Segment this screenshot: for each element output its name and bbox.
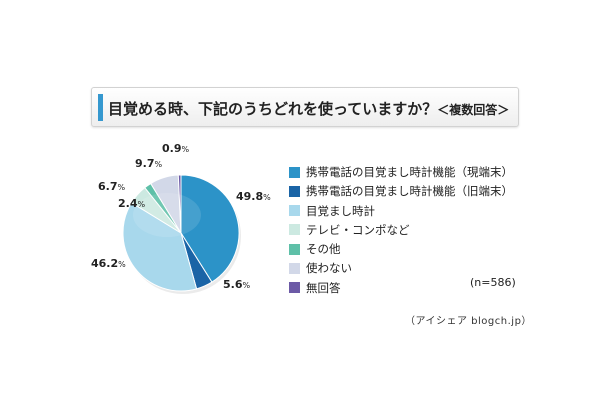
sample-size-note: (n=586)	[470, 276, 516, 289]
slice-label-3: 46.2%	[91, 257, 126, 270]
slice-label-5: 2.4%	[118, 197, 146, 210]
legend-label-7: 無回答	[306, 280, 341, 295]
legend-item-3: 目覚まし時計	[289, 202, 529, 220]
legend-swatch-2	[289, 185, 300, 197]
legend: 携帯電話の目覚まし時計機能（現端末） 携帯電話の目覚まし時計機能（旧端末） 目覚まし…	[289, 163, 529, 298]
legend-swatch-7	[289, 282, 300, 294]
pie-highlight	[133, 193, 201, 237]
legend-item-2: 携帯電話の目覚まし時計機能（旧端末）	[289, 182, 529, 200]
legend-item-7: 無回答	[289, 279, 529, 297]
legend-item-5: その他	[289, 240, 529, 258]
legend-label-1: 携帯電話の目覚まし時計機能（現端末）	[306, 165, 513, 179]
chart-title: 目覚める時、下記のうちどれを使っていますか？＜複数回答＞	[108, 98, 509, 119]
pie-slice-3	[122, 201, 198, 292]
chart-title-sub: ＜複数回答＞	[437, 103, 510, 117]
legend-label-6: 使わない	[306, 261, 352, 276]
chart-title-box: 目覚める時、下記のうちどれを使っていますか？＜複数回答＞	[91, 87, 519, 127]
legend-swatch-3	[289, 205, 300, 217]
legend-item-6: 使わない	[289, 259, 529, 277]
legend-label-5: その他	[306, 242, 341, 257]
legend-swatch-6	[289, 262, 300, 274]
legend-item-1: 携帯電話の目覚まし時計機能（現端末）	[289, 163, 529, 181]
chart-title-main: 目覚める時、下記のうちどれを使っていますか？	[108, 100, 438, 118]
legend-swatch-5	[289, 243, 300, 255]
pie-slice-7	[177, 174, 182, 234]
legend-label-2: 携帯電話の目覚まし時計機能（旧端末）	[306, 184, 513, 199]
legend-swatch-4	[289, 224, 300, 236]
title-accent-bar	[98, 94, 103, 121]
legend-item-4: テレビ・コンポなど	[289, 221, 529, 239]
slice-label-2: 5.6%	[223, 278, 251, 291]
legend-label-3: 目覚まし時計	[306, 203, 375, 218]
slice-label-4: 6.7%	[98, 180, 126, 193]
slice-label-1: 49.8%	[236, 190, 271, 203]
legend-label-4: テレビ・コンポなど	[306, 222, 410, 237]
slice-label-7: 0.9%	[162, 142, 190, 155]
legend-swatch-1	[289, 166, 300, 178]
slice-label-6: 9.7%	[135, 157, 163, 170]
source-credit: （アイシェア blogch.jp）	[405, 316, 532, 327]
